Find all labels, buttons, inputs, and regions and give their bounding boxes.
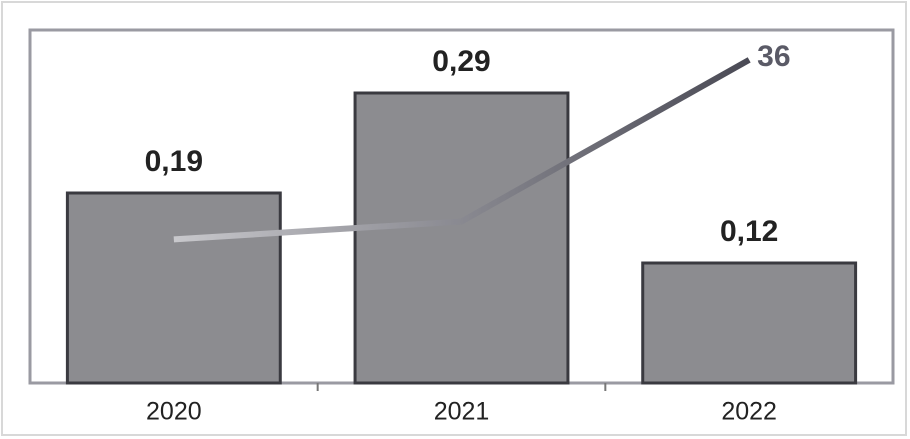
x-tick-label: 2020	[146, 398, 202, 426]
x-tick-label: 2022	[721, 398, 777, 426]
value-label: 0,29	[432, 45, 490, 78]
value-label: 0,19	[145, 145, 203, 178]
line	[173, 57, 751, 243]
x-tick-label: 2021	[434, 398, 490, 426]
line-value-label: 36	[757, 40, 790, 73]
bar	[353, 91, 570, 385]
bar	[641, 261, 858, 385]
bar	[65, 191, 282, 385]
value-label: 0,12	[720, 215, 778, 248]
